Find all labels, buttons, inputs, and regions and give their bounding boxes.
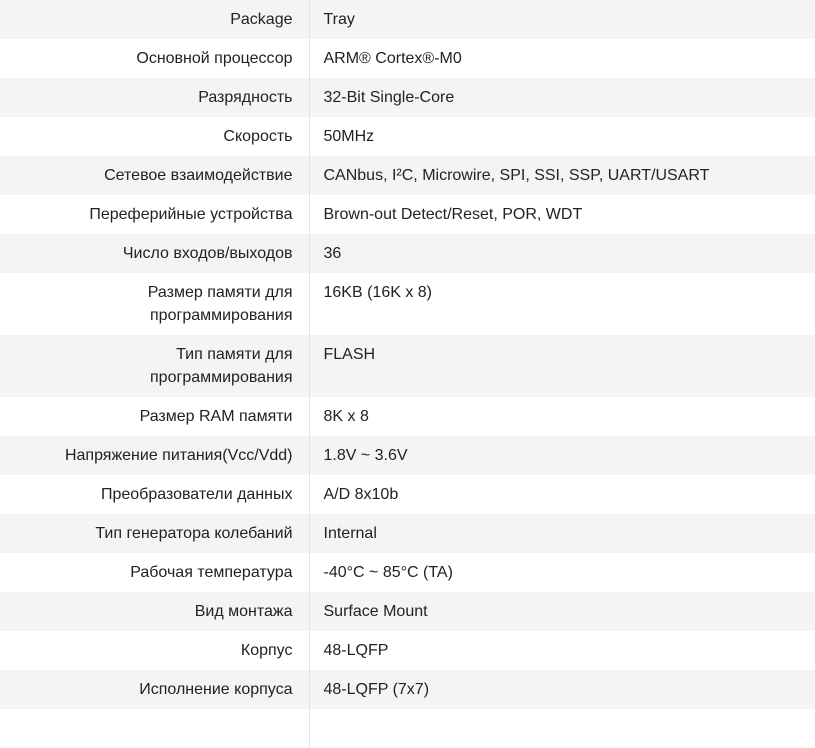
spec-value: FLASH xyxy=(309,335,815,397)
spec-row: Переферийные устройства Brown-out Detect/… xyxy=(0,195,815,234)
spec-label: Напряжение питания(Vcc/Vdd) xyxy=(0,436,310,475)
tail-cell xyxy=(309,709,815,748)
spec-label: Размер памяти для программирования xyxy=(0,273,310,335)
spec-row: Размер RAM памяти 8K x 8 xyxy=(0,397,815,436)
spec-row: Напряжение питания(Vcc/Vdd) 1.8V ~ 3.6V xyxy=(0,436,815,475)
spec-row: Размер памяти для программирования 16KB (… xyxy=(0,273,815,335)
spec-label: Тип генератора колебаний xyxy=(0,514,310,553)
spec-label: Рабочая температура xyxy=(0,553,310,592)
spec-value: CANbus, I²C, Microwire, SPI, SSI, SSP, U… xyxy=(309,156,815,195)
spec-label: Скорость xyxy=(0,117,310,156)
spec-value: A/D 8x10b xyxy=(309,475,815,514)
spec-value: 8K x 8 xyxy=(309,397,815,436)
spec-row: Число входов/выходов 36 xyxy=(0,234,815,273)
spec-label: Разрядность xyxy=(0,78,310,117)
spec-row: Тип генератора колебаний Internal xyxy=(0,514,815,553)
spec-row: Package Tray xyxy=(0,0,815,39)
spec-label: Вид монтажа xyxy=(0,592,310,631)
spec-label: Основной процессор xyxy=(0,39,310,78)
spec-value: 36 xyxy=(309,234,815,273)
spec-value: Brown-out Detect/Reset, POR, WDT xyxy=(309,195,815,234)
table-tail xyxy=(0,709,815,748)
spec-row: Рабочая температура -40°C ~ 85°C (TA) xyxy=(0,553,815,592)
spec-label: Тип памяти для программирования xyxy=(0,335,310,397)
spec-label: Размер RAM памяти xyxy=(0,397,310,436)
spec-row: Корпус 48-LQFP xyxy=(0,631,815,670)
spec-value: Surface Mount xyxy=(309,592,815,631)
spec-row: Скорость 50MHz xyxy=(0,117,815,156)
spec-label: Преобразователи данных xyxy=(0,475,310,514)
spec-label: Число входов/выходов xyxy=(0,234,310,273)
spec-value: 48-LQFP xyxy=(309,631,815,670)
spec-value: 48-LQFP (7x7) xyxy=(309,670,815,709)
spec-label: Переферийные устройства xyxy=(0,195,310,234)
spec-value: 32-Bit Single-Core xyxy=(309,78,815,117)
spec-value: ARM® Cortex®-M0 xyxy=(309,39,815,78)
spec-label: Исполнение корпуса xyxy=(0,670,310,709)
spec-value: 50MHz xyxy=(309,117,815,156)
spec-label: Сетевое взаимодействие xyxy=(0,156,310,195)
spec-label: Package xyxy=(0,0,310,39)
spec-value: -40°C ~ 85°C (TA) xyxy=(309,553,815,592)
spec-row: Преобразователи данных A/D 8x10b xyxy=(0,475,815,514)
spec-value: Internal xyxy=(309,514,815,553)
spec-value: 16KB (16K x 8) xyxy=(309,273,815,335)
spec-label: Корпус xyxy=(0,631,310,670)
spec-row: Вид монтажа Surface Mount xyxy=(0,592,815,631)
spec-row: Исполнение корпуса 48-LQFP (7x7) xyxy=(0,670,815,709)
spec-row: Разрядность 32-Bit Single-Core xyxy=(0,78,815,117)
spec-row: Основной процессор ARM® Cortex®-M0 xyxy=(0,39,815,78)
spec-row: Сетевое взаимодействие CANbus, I²C, Micro… xyxy=(0,156,815,195)
spec-value: Tray xyxy=(309,0,815,39)
spec-value: 1.8V ~ 3.6V xyxy=(309,436,815,475)
tail-cell xyxy=(0,709,310,748)
spec-row: Тип памяти для программирования FLASH xyxy=(0,335,815,397)
